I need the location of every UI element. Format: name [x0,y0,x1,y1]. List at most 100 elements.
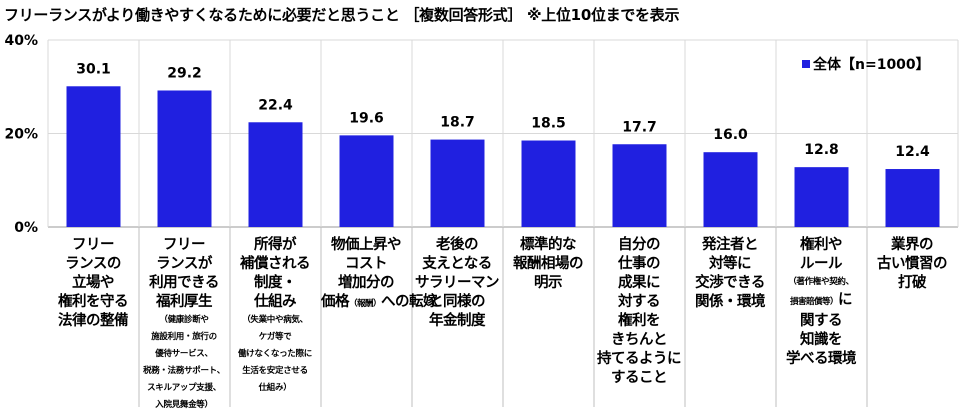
value-label: 29.2 [167,65,202,81]
category-label-line: ランスが [139,255,229,274]
category-label-text: 対する [618,294,661,310]
category-label-line: 年金制度 [412,312,502,331]
value-label: 30.1 [76,61,111,77]
bar [430,139,485,227]
value-label: 16.0 [713,127,748,143]
category-label-text: （失業中や病気、 [242,315,308,325]
category-label-line: （失業中や病気、 [230,312,320,329]
category-label-line: 対する [594,293,684,312]
category-label-text: フリー [72,237,115,253]
category-label-text: 老後の [436,237,479,253]
value-label: 18.5 [531,116,566,132]
category-label-text: 福利厚生 [156,294,213,310]
category-label-text: 年金制度 [429,313,486,329]
category-label-line: 権利や [776,236,866,255]
category-label-text: 自分の [618,237,661,253]
category-label-line: 報酬相場の [503,255,593,274]
y-tick-label: 0% [14,220,38,236]
category-label-line: 持てるように [594,350,684,369]
category-label-text: 法律の整備 [58,313,129,329]
category-label-text: 増加分の [338,275,395,291]
category-label-text: コスト [345,256,388,272]
category-label: 自分の 仕事の 成果に 対する 権利を きちんと 持てるように すること [594,236,684,388]
bar [885,169,940,227]
value-label: 17.7 [622,119,657,135]
category-label-text: 支えとなる [422,256,492,272]
category-label: 所得が 補償される 制度・ 仕組み （失業中や病気、 ケガ等で 働けなくなった際に 生活を安定… [230,236,320,397]
category-label-line: 権利を守る [48,293,138,312]
value-label: 18.7 [440,115,475,131]
category-label-line: 発注者と [685,236,775,255]
category-label-line: ルール [776,255,866,274]
category-label-line: （著作権や契約、 [776,274,866,291]
category-label-text: 報酬相場の [513,256,584,272]
category-label-text: 成果に [618,275,661,291]
category-label-text: 利用できる [149,275,219,291]
chart-title: フリーランスがより働きやすくなるために必要だと思うこと ［複数回答形式］ ※上位… [4,6,680,24]
category-label-line: 生活を安定させる [230,363,320,380]
category-label-text: と同様の [429,294,486,310]
category-label-text: 働けなくなった際に [238,349,312,359]
category-label-text: （健康診断や [159,315,209,325]
y-tick-label: 40% [4,33,38,49]
category-label-text: ランスの [65,256,121,272]
category-label-text: 仕組み） [258,383,292,393]
category-label-text: 権利を [618,313,661,329]
category-label-line: 優待サービス、 [139,346,229,363]
category-label-text: きちんと [611,332,668,348]
category-label-text: （著作権や契約、 [788,277,854,287]
category-label: フリー ランスの 立場や 権利を守る 法律の整備 [48,236,138,331]
category-label-text: 仕組み [254,294,297,310]
category-label-text: 知識を [800,332,843,348]
category-label-text: ルール [800,256,843,272]
category-label-line: 入院見舞金等） [139,397,229,414]
category-label-line: フリー [139,236,229,255]
value-label: 12.8 [804,142,839,158]
bar [339,135,394,227]
category-label: 老後の支えとなるサラリーマン と同様の年金制度 [412,236,502,331]
category-label-text: 損害賠償等） [789,297,839,307]
category-label-line: 老後の [412,236,502,255]
category-label-line: 権利を [594,312,684,331]
category-label-text: 権利や [800,237,843,253]
bar [703,152,758,227]
category-label-text: 発注者と [702,237,759,253]
category-label-text: 打破 [898,275,927,291]
category-label-text: （報酬） [349,299,382,309]
category-label-line: 所得が [230,236,320,255]
value-label: 12.4 [895,144,930,160]
category-label-line: ケガ等で [230,329,320,346]
category-label-line: 補償される [230,255,320,274]
value-label: 22.4 [258,97,293,113]
bar [612,144,667,227]
category-label-line: 成果に [594,274,684,293]
category-label-text: フリー [163,237,206,253]
category-label-line: 業界の [867,236,957,255]
category-label-line: スキルアップ支援、 [139,380,229,397]
category-label-text: 対等に [709,256,752,272]
category-label: 物価上昇や コスト 増加分の 価格（報酬）への転嫁 [321,236,438,314]
category-label-text: 価格 [321,294,350,310]
category-label-line: きちんと [594,331,684,350]
category-label-line: 仕組み [230,293,320,312]
category-label-line: 古い慣習の [867,255,957,274]
category-label-line: 標準的な [503,236,593,255]
category-label-text: 所得が [254,237,297,253]
category-label-line: 施設利用・旅行の [139,329,229,346]
category-label: 権利や ルール （著作権や契約、 損害賠償等）に 関する 知識を 学べる環境 [776,236,866,369]
value-label: 19.6 [349,110,384,126]
category-label-line: 自分の [594,236,684,255]
category-label-line: 明示 [503,274,593,293]
category-label-text: サラリーマン [415,275,500,291]
category-label-line: 法律の整備 [48,312,138,331]
category-label-line: 対等に [685,255,775,274]
category-label-text: 学べる環境 [786,351,857,367]
bar [248,122,303,227]
category-label-line: 打破 [867,274,957,293]
legend-label: 全体【n=1000】 [813,57,930,73]
category-label-text: 古い慣習の [877,256,948,272]
legend: 全体【n=1000】 [802,54,930,74]
category-label-line: （健康診断や [139,312,229,329]
category-label-line: と同様の [412,293,502,312]
category-label-text: への転嫁 [381,294,438,310]
